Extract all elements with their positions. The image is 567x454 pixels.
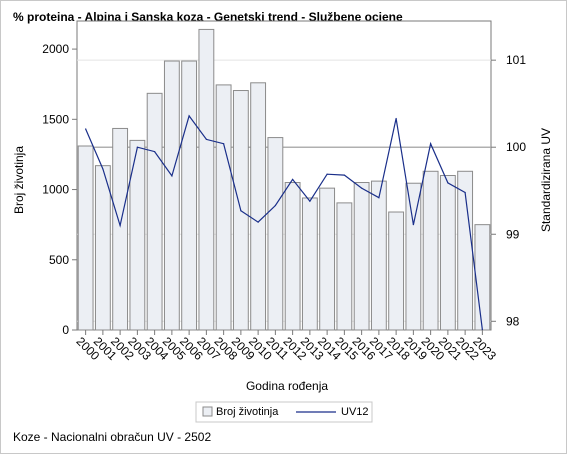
- x-axis: 2000200120022003200420052006200720082009…: [74, 330, 499, 363]
- y2-tick-label: 100: [506, 140, 526, 154]
- bar: [215, 84, 232, 331]
- bar: [439, 175, 456, 331]
- bar-series: [77, 28, 491, 331]
- line-path: [85, 114, 483, 331]
- line-point: [412, 224, 414, 226]
- line-point: [343, 174, 345, 176]
- bar: [181, 60, 198, 331]
- bar: [112, 127, 129, 331]
- legend: Broj životinja UV12: [195, 401, 373, 423]
- bar: [163, 60, 180, 331]
- line-point: [447, 182, 449, 184]
- line-point: [188, 115, 190, 117]
- y-tick-label: 500: [49, 253, 69, 267]
- line-point: [274, 204, 276, 207]
- line-point: [430, 143, 432, 145]
- plot-area: [76, 20, 492, 331]
- right-axis: 98 99 100 101: [491, 53, 526, 328]
- footnote: Koze - Nacionalni obračun UV - 2502: [13, 430, 212, 444]
- y-axis-title: Broj životinja: [12, 146, 26, 214]
- line-point: [102, 168, 104, 170]
- y2-tick-label: 99: [506, 227, 520, 241]
- bar: [474, 224, 491, 331]
- y2-tick-label: 101: [506, 53, 526, 67]
- line-point: [136, 146, 138, 148]
- line-point: [223, 143, 225, 145]
- legend-box: [195, 401, 373, 423]
- y-tick-label: 0: [62, 323, 69, 337]
- line-series: [85, 114, 483, 331]
- plot-frame: [76, 20, 492, 331]
- line-point: [378, 197, 380, 199]
- line-point: [257, 221, 259, 223]
- bar: [284, 182, 301, 331]
- y-tick-label: 1500: [42, 112, 69, 126]
- bar: [336, 202, 353, 331]
- bar: [370, 180, 387, 331]
- bar: [94, 165, 111, 331]
- bar: [198, 28, 215, 331]
- line-point: [119, 224, 121, 227]
- x-axis-title: Godina rođenja: [246, 379, 328, 393]
- line-point: [464, 191, 466, 194]
- left-axis: 0 500 1000 1500 2000: [42, 42, 77, 337]
- line-point: [309, 200, 311, 202]
- y-tick-label: 1000: [42, 183, 69, 197]
- line-point: [395, 117, 397, 120]
- bar: [422, 170, 439, 331]
- line-point: [85, 128, 87, 130]
- bar: [267, 137, 284, 331]
- bar: [405, 182, 422, 331]
- line-point: [361, 187, 363, 189]
- bar: [77, 145, 94, 331]
- bar: [250, 82, 267, 331]
- bar: [353, 182, 370, 331]
- line-point: [205, 138, 207, 140]
- bar: [301, 197, 318, 331]
- bar: [146, 92, 163, 331]
- line-point: [292, 178, 294, 181]
- line-point: [154, 150, 156, 153]
- y2-axis-title: Standardizirana UV: [539, 128, 553, 232]
- y2-tick-label: 98: [506, 314, 520, 328]
- line-point: [326, 173, 328, 175]
- legend-label-bars: Broj životinja: [216, 406, 279, 418]
- bar: [319, 187, 336, 331]
- legend-bar-swatch: [202, 406, 213, 417]
- legend-label-line: UV12: [341, 406, 369, 418]
- bar: [388, 211, 405, 331]
- line-point: [171, 175, 173, 177]
- line-point: [240, 210, 242, 212]
- y-tick-label: 2000: [42, 42, 69, 56]
